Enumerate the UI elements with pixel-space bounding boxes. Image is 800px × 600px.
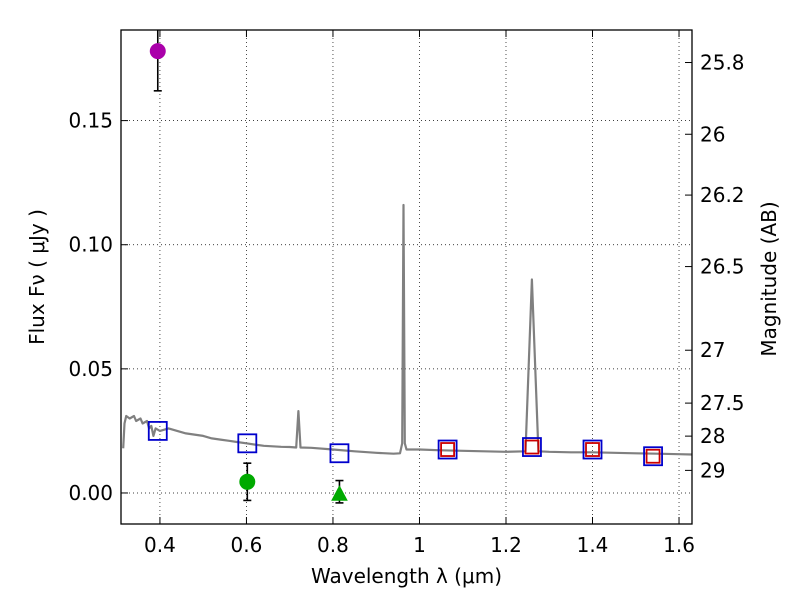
observed-triangle-5-0: [331, 485, 348, 501]
x-tick-label-6: 1.6: [663, 533, 695, 557]
model-square-3: [437, 439, 458, 460]
y2-tick-label-5: 27.5: [700, 391, 745, 415]
plot-frame: [120, 29, 693, 525]
model-square-2: [329, 443, 350, 464]
y2-tick-label-7: 29: [700, 458, 725, 482]
x-tick-label-0: 0.4: [144, 533, 176, 557]
observed-square-1: [524, 439, 540, 455]
y2-tick-label-3: 26.5: [700, 255, 745, 279]
x-tick-label-4: 1.2: [490, 533, 522, 557]
observed-circle-4-0: [239, 473, 256, 490]
x-axis-title: Wavelength λ (μm): [311, 564, 502, 588]
model-square-4: [522, 437, 542, 457]
y-tick-label-2: 0.10: [68, 233, 113, 257]
model-square-6: [643, 446, 663, 467]
y-tick-label-0: 0.00: [68, 481, 113, 505]
x-tick-label-1: 0.6: [231, 533, 263, 557]
y2-tick-label-1: 26: [700, 122, 725, 146]
observed-square-2: [585, 442, 600, 457]
observed-square-0: [440, 442, 455, 457]
y-tick-label-1: 0.05: [68, 357, 113, 381]
y2-tick-label-4: 27: [700, 338, 725, 362]
plot-area: [122, 30, 692, 504]
x-tick-label-5: 1.4: [577, 533, 609, 557]
y2-tick-label-2: 26.2: [700, 183, 745, 207]
x-tick-label-3: 1: [413, 533, 426, 557]
model-sed-line: [122, 203, 692, 456]
y2-tick-label-0: 25.8: [700, 51, 745, 75]
x-tick-label-2: 0.8: [317, 533, 349, 557]
model-square-0: [147, 421, 168, 441]
y2-tick-label-6: 28: [700, 424, 725, 448]
observed-circle-3-0: [149, 43, 166, 60]
model-square-1: [237, 433, 258, 454]
y-tick-label-3: 0.15: [68, 109, 113, 133]
y2-axis-title: Magnitude (AB): [757, 201, 781, 356]
y-axis-title: Flux Fν ( μJy ): [25, 209, 49, 345]
observed-square-3: [645, 448, 661, 464]
model-square-5: [582, 439, 603, 460]
